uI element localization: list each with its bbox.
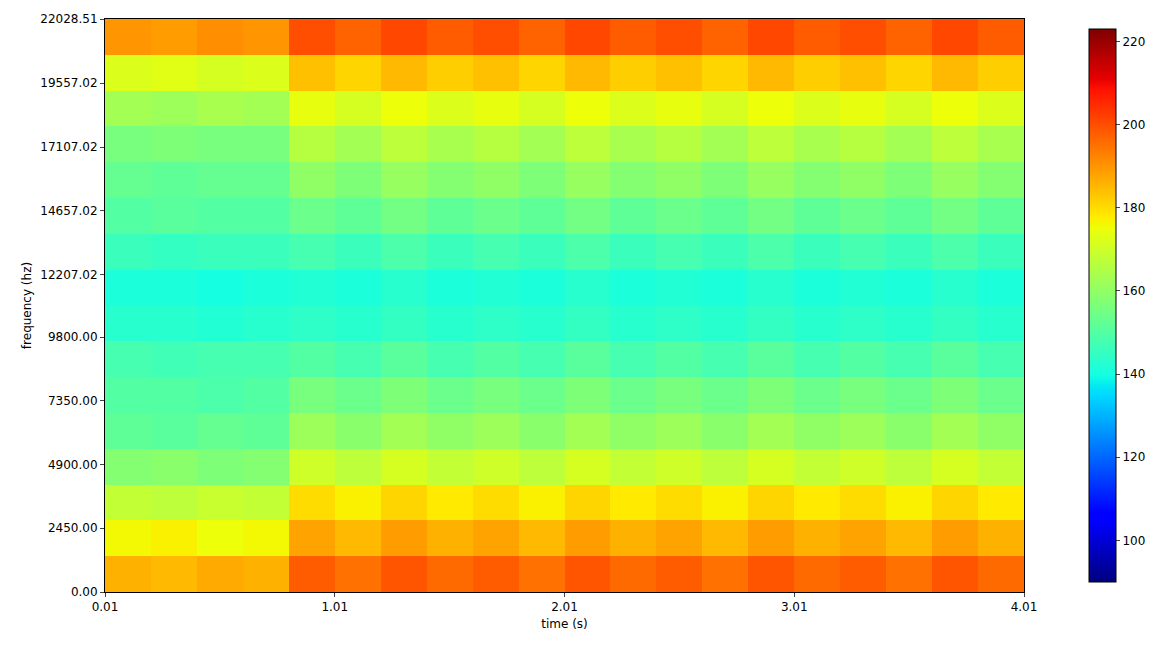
svg-text:140: 140 xyxy=(1122,367,1145,381)
svg-text:12207.02: 12207.02 xyxy=(40,268,97,282)
svg-text:14657.02: 14657.02 xyxy=(40,204,97,218)
svg-text:4.01: 4.01 xyxy=(1011,600,1038,614)
svg-text:17107.02: 17107.02 xyxy=(40,140,97,154)
svg-text:180: 180 xyxy=(1122,201,1145,215)
svg-text:0.01: 0.01 xyxy=(92,600,119,614)
svg-text:200: 200 xyxy=(1122,118,1145,132)
svg-text:0.00: 0.00 xyxy=(71,585,98,599)
svg-text:9800.00: 9800.00 xyxy=(48,330,98,344)
svg-text:time (s): time (s) xyxy=(541,617,588,631)
svg-text:100: 100 xyxy=(1122,534,1145,548)
svg-text:1.01: 1.01 xyxy=(321,600,348,614)
svg-text:160: 160 xyxy=(1122,284,1145,298)
svg-text:4900.00: 4900.00 xyxy=(48,458,98,472)
svg-text:3.01: 3.01 xyxy=(781,600,808,614)
svg-text:2.01: 2.01 xyxy=(551,600,578,614)
svg-text:22028.51: 22028.51 xyxy=(40,12,97,26)
svg-text:frequency (hz): frequency (hz) xyxy=(20,262,34,349)
svg-text:2450.00: 2450.00 xyxy=(48,521,98,535)
svg-text:220: 220 xyxy=(1122,35,1145,49)
svg-text:7350.00: 7350.00 xyxy=(48,394,98,408)
svg-text:19557.02: 19557.02 xyxy=(40,76,97,90)
svg-text:120: 120 xyxy=(1122,450,1145,464)
